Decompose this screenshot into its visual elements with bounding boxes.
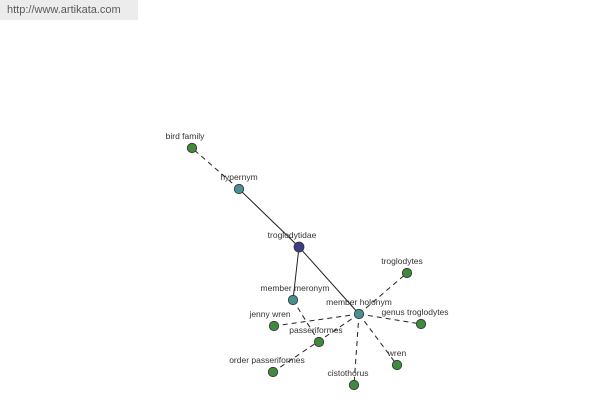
nodes-layer: troglodytidae hypernym member meronym membe… xyxy=(166,131,449,391)
node-label-order-passeriformes[interactable]: order passeriformes xyxy=(229,355,305,365)
node-marker-bird-family[interactable] xyxy=(186,142,198,154)
node-label-hypernym[interactable]: hypernym xyxy=(220,172,257,182)
edge-troglodytidae-to-hypernym xyxy=(238,188,300,248)
node-marker-wren[interactable] xyxy=(391,359,403,371)
node-genus-troglodytes[interactable]: genus troglodytes xyxy=(381,307,449,330)
node-marker-member-meronym[interactable] xyxy=(287,294,299,306)
node-marker-troglodytidae[interactable] xyxy=(293,241,305,253)
edges-layer xyxy=(191,147,422,386)
node-passeriformes[interactable]: passeriformes xyxy=(289,325,343,348)
node-label-member-holonym[interactable]: member holonym xyxy=(326,297,392,307)
node-order-passeriformes[interactable]: order passeriformes xyxy=(229,355,305,378)
node-troglodytes[interactable]: troglodytes xyxy=(381,256,423,279)
edge-hypernym-to-bird-family xyxy=(191,147,240,190)
node-label-troglodytidae[interactable]: troglodytidae xyxy=(268,230,317,240)
node-marker-hypernym[interactable] xyxy=(233,183,245,195)
node-marker-troglodytes[interactable] xyxy=(401,267,413,279)
node-marker-jenny-wren[interactable] xyxy=(268,320,280,332)
node-label-member-meronym[interactable]: member meronym xyxy=(261,283,330,293)
edge-member-holonym-to-troglodytes xyxy=(358,272,408,315)
node-troglodytidae[interactable]: troglodytidae xyxy=(268,230,317,253)
node-label-genus-troglodytes[interactable]: genus troglodytes xyxy=(381,307,448,317)
node-member-holonym[interactable]: member holonym xyxy=(326,297,392,320)
node-jenny-wren[interactable]: jenny wren xyxy=(248,309,291,332)
node-hypernym[interactable]: hypernym xyxy=(220,172,258,195)
node-label-cistothorus[interactable]: cistothorus xyxy=(327,368,368,378)
node-marker-cistothorus[interactable] xyxy=(348,379,360,391)
node-label-bird-family[interactable]: bird family xyxy=(166,131,205,141)
edge-member-meronym-to-passeriformes xyxy=(292,299,320,343)
node-wren[interactable]: wren xyxy=(387,348,407,371)
edge-troglodytidae-to-member-meronym xyxy=(292,246,300,301)
site-url-banner[interactable]: http://www.artikata.com xyxy=(0,0,138,20)
node-cistothorus[interactable]: cistothorus xyxy=(327,368,369,391)
node-marker-genus-troglodytes[interactable] xyxy=(415,318,427,330)
edge-troglodytidae-to-member-holonym xyxy=(298,246,360,315)
edge-member-holonym-to-genus-troglodytes xyxy=(358,313,422,325)
node-member-meronym[interactable]: member meronym xyxy=(261,283,330,306)
node-marker-member-holonym[interactable] xyxy=(353,308,365,320)
node-label-wren[interactable]: wren xyxy=(387,348,407,358)
edge-member-holonym-to-wren xyxy=(358,313,398,366)
node-marker-order-passeriformes[interactable] xyxy=(267,366,279,378)
node-label-troglodytes[interactable]: troglodytes xyxy=(381,256,423,266)
node-label-passeriformes[interactable]: passeriformes xyxy=(289,325,342,335)
node-marker-passeriformes[interactable] xyxy=(313,336,325,348)
node-label-jenny-wren[interactable]: jenny wren xyxy=(248,309,290,319)
edge-member-holonym-to-cistothorus xyxy=(353,313,360,386)
node-bird-family[interactable]: bird family xyxy=(166,131,205,154)
